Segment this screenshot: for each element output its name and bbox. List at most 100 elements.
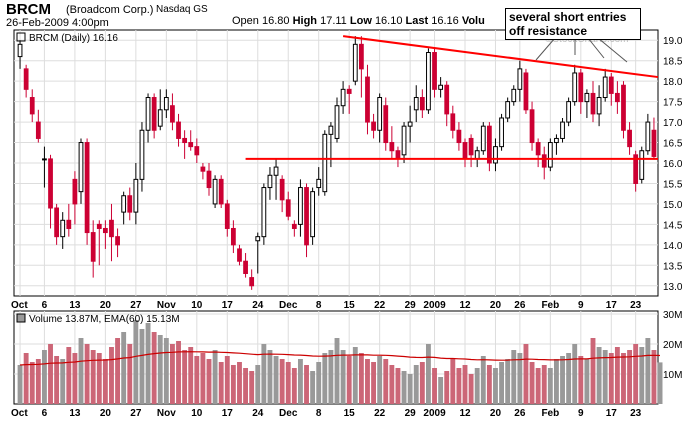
volume-bar — [200, 353, 206, 404]
candle-body — [346, 88, 352, 94]
candle-body — [511, 88, 517, 103]
volume-bar — [48, 344, 53, 404]
volume-bar — [90, 350, 96, 404]
volume-x-tick-label: 27 — [130, 408, 142, 419]
volume-bar — [395, 368, 401, 404]
candle-body — [255, 236, 261, 242]
volume-bar — [584, 359, 590, 404]
candle-body — [377, 97, 383, 131]
volume-bar — [157, 335, 163, 404]
volume-bar — [304, 365, 309, 404]
candle-body — [419, 97, 425, 111]
candle-body — [633, 154, 639, 184]
volume-bar — [328, 350, 334, 404]
volume-bar — [78, 338, 84, 404]
volume-bar — [285, 362, 291, 404]
candle-body — [389, 142, 395, 152]
candle-body — [54, 207, 60, 238]
volume-bar — [529, 362, 535, 404]
annotation-line-2: off resistance — [509, 24, 588, 38]
volume-bar — [621, 353, 626, 404]
candle-body — [529, 109, 535, 144]
volume-bar — [340, 350, 346, 404]
quote-datetime: 26-Feb-2009 4:00pm — [6, 17, 109, 29]
candle-body — [328, 125, 334, 135]
volume-bar — [182, 350, 188, 404]
candle-body — [261, 187, 267, 238]
price-x-tick-label: 2009 — [423, 300, 446, 311]
price-x-tick-label: 29 — [405, 300, 417, 311]
volume-bar — [261, 344, 267, 404]
candle-body — [547, 142, 553, 168]
volume-x-tick-label: Nov — [157, 408, 176, 419]
volume-bar — [438, 377, 444, 404]
volume-x-tick-label: 12 — [459, 408, 471, 419]
volume-bar — [273, 356, 279, 404]
price-x-tick-label: 17 — [606, 300, 618, 311]
price-y-tick-label: 13.0 — [663, 282, 683, 293]
price-x-tick-label: Dec — [279, 300, 298, 311]
price-x-tick-label: 9 — [578, 300, 584, 311]
low-value: 16.10 — [374, 15, 403, 27]
price-x-tick-label: 20 — [100, 300, 112, 311]
candle-body — [151, 97, 157, 131]
price-x-tick-label: 15 — [344, 300, 356, 311]
volume-bar — [651, 350, 657, 404]
candle-body — [157, 109, 163, 127]
volume-bar — [322, 353, 328, 404]
candle-body — [468, 137, 474, 156]
candle-body — [17, 43, 23, 58]
volume-bar — [133, 320, 139, 404]
price-x-tick-label: 23 — [630, 300, 642, 311]
candle-body — [340, 88, 346, 107]
candle-body — [298, 187, 303, 225]
candle-body — [273, 166, 279, 176]
volume-bar — [188, 347, 194, 404]
volume-bar — [60, 359, 66, 404]
volume-bar — [23, 353, 29, 404]
volume-bar — [316, 362, 322, 404]
candle-body — [645, 121, 651, 152]
volume-bar — [145, 323, 151, 404]
volume-x-tick-label: Oct — [11, 408, 28, 419]
volume-bar — [237, 362, 242, 404]
annotation-line-1: several short entries — [509, 10, 627, 24]
price-x-tick-label: Feb — [541, 300, 559, 311]
candle-body — [279, 178, 285, 201]
volume-x-tick-label: 13 — [69, 408, 81, 419]
volume-x-tick-label: 17 — [222, 408, 234, 419]
open-value: 16.80 — [261, 15, 290, 27]
volume-bar — [230, 365, 236, 404]
candle-body — [72, 178, 78, 205]
volume-bar — [17, 365, 23, 404]
volume-bar — [389, 365, 395, 404]
volume-bar — [297, 359, 303, 404]
volume-bar — [377, 356, 383, 404]
volume-bar — [334, 338, 340, 404]
price-y-tick-label: 16.5 — [663, 139, 683, 150]
candle-body — [596, 97, 602, 115]
volume-x-tick-label: 20 — [100, 408, 112, 419]
candle-body — [29, 97, 35, 115]
price-y-tick-label: 16.0 — [663, 159, 683, 170]
candle-body — [90, 232, 96, 262]
volume-bar — [139, 329, 145, 404]
price-y-tick-label: 19.0 — [663, 36, 683, 47]
volume-bar — [486, 365, 492, 404]
high-label: High — [292, 15, 318, 27]
company-name: (Broadcom Corp.) — [66, 4, 154, 16]
volume-bar — [639, 347, 645, 404]
candle-body — [371, 121, 376, 131]
volume-ema-line — [19, 351, 661, 366]
candle-body — [584, 92, 590, 103]
candle-body — [35, 121, 41, 139]
volume-x-tick-label: 15 — [344, 408, 356, 419]
candle-body — [96, 223, 102, 229]
volume-bar — [115, 338, 121, 404]
volume-x-tick-label: 23 — [630, 408, 642, 419]
volume-bar — [627, 350, 633, 404]
candle-body — [499, 117, 504, 148]
volume-bar — [212, 350, 218, 404]
price-legend-swatch — [16, 32, 26, 42]
volume-bar — [425, 344, 431, 404]
